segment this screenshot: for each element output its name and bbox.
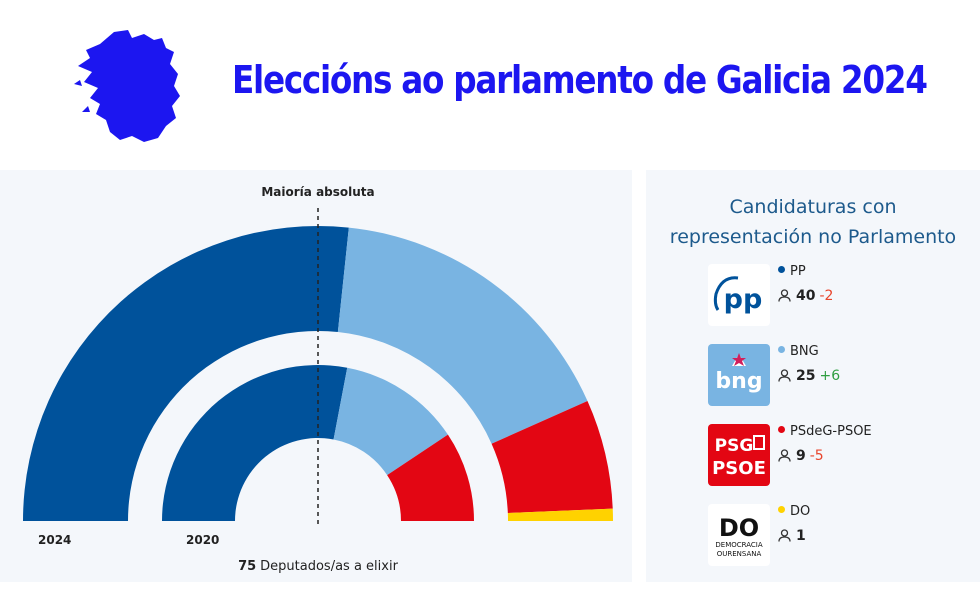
pp-logo: pp <box>708 264 770 326</box>
legend-title-line-1: Candidaturas con <box>729 196 897 218</box>
legend-item-bng: bng BNG 25 +6 <box>708 344 968 410</box>
party-seat-change: -2 <box>819 288 834 304</box>
arc-2024-bng <box>337 227 588 444</box>
psoe-logo-text-2: PSOE <box>712 458 766 479</box>
arc-2024-psdeg-psoe <box>491 401 613 514</box>
person-icon <box>778 289 791 302</box>
legend-item-pp: pp PP 40 -2 <box>708 264 968 330</box>
legend-item-do: DO DEMOCRACIA OURENSANA DO 1 <box>708 504 968 570</box>
person-icon <box>778 529 791 542</box>
party-seats-line: 9 -5 <box>778 448 824 464</box>
party-color-dot <box>778 266 785 273</box>
party-color-dot <box>778 346 785 353</box>
footer-seat-number: 75 <box>238 559 256 574</box>
arc-2020-bng <box>333 367 448 476</box>
party-seats-line: 1 <box>778 528 806 544</box>
party-color-dot <box>778 506 785 513</box>
bng-logo: bng <box>708 344 770 406</box>
party-name-line: PP <box>778 264 806 279</box>
arc-2020-psdeg-psoe <box>387 434 474 521</box>
party-name-line: DO <box>778 504 810 519</box>
arc-2020-pp <box>162 365 348 521</box>
party-name-line: BNG <box>778 344 819 359</box>
galicia-map-icon <box>74 30 180 142</box>
do-logo-sub-2: OURENSANA <box>717 550 762 558</box>
person-icon <box>778 449 791 462</box>
party-name: PSdeG-PSOE <box>790 424 872 439</box>
party-seats-line: 25 +6 <box>778 368 840 384</box>
arc-2024-pp <box>23 226 349 521</box>
party-name: DO <box>790 504 811 519</box>
legend-title-line-2: representación no Parlamento <box>669 226 957 248</box>
party-seat-change: +6 <box>819 368 841 384</box>
party-color-dot <box>778 426 785 433</box>
psoe-logo-text-1: PSG <box>715 436 754 456</box>
parliament-chart-panel: Maioría absoluta 2024 2020 75 Deputados/a… <box>0 170 632 582</box>
person-icon <box>778 369 791 382</box>
parliament-chart: Maioría absoluta 2024 2020 75 Deputados/a… <box>23 185 613 574</box>
bng-logo-text: bng <box>715 369 762 394</box>
header: Eleccións ao parlamento de Galicia 2024 <box>0 0 980 160</box>
year-label-2024: 2024 <box>38 533 71 547</box>
party-name: BNG <box>790 344 819 359</box>
party-seat-change: -5 <box>809 448 824 464</box>
do-logo: DO DEMOCRACIA OURENSANA <box>708 504 770 566</box>
do-logo-sub-1: DEMOCRACIA <box>715 541 762 549</box>
psoe-logo: PSG PSOE <box>708 424 770 486</box>
party-seats: 40 <box>796 288 816 304</box>
legend-item-psoe: PSG PSOE PSdeG-PSOE 9 -5 <box>708 424 968 490</box>
chart-footer: 75 Deputados/as a elixir <box>238 559 399 574</box>
legend-title: Candidaturas con representación no Parla… <box>646 192 980 252</box>
arc-2024-do <box>507 508 613 521</box>
pp-logo-text: pp <box>724 284 763 315</box>
do-logo-text: DO <box>719 514 759 542</box>
legend-panel: Candidaturas con representación no Parla… <box>646 170 980 582</box>
arcs-layer <box>23 226 613 521</box>
party-seats: 25 <box>796 368 816 384</box>
year-label-2020: 2020 <box>186 533 219 547</box>
party-seats: 9 <box>796 448 806 464</box>
party-name-line: PSdeG-PSOE <box>778 424 872 439</box>
party-name: PP <box>790 264 806 279</box>
footer-seat-text: Deputados/as a elixir <box>260 559 398 574</box>
page-title: Eleccións ao parlamento de Galicia 2024 <box>232 58 928 102</box>
party-seats-line: 40 -2 <box>778 288 833 304</box>
majority-label: Maioría absoluta <box>261 185 374 199</box>
party-seats: 1 <box>796 528 806 544</box>
